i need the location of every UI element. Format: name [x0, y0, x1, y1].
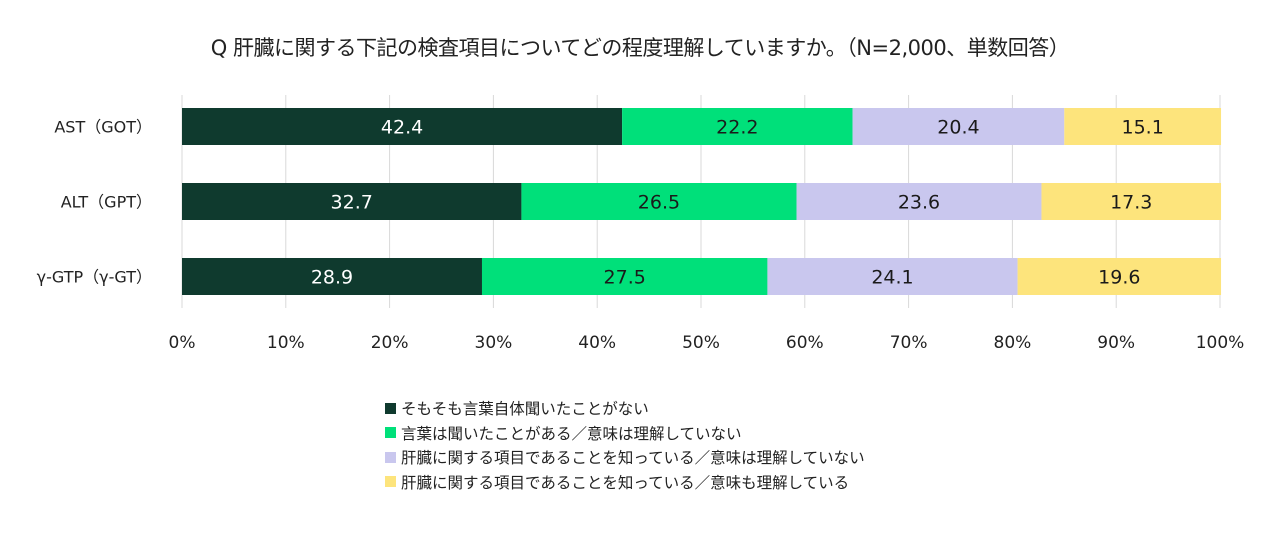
legend-swatch: [385, 427, 396, 439]
bar-segment: [1064, 108, 1222, 145]
bar-segment: [767, 258, 1018, 295]
data-label: 19.6: [1098, 267, 1140, 289]
bar-segment: [852, 108, 1065, 145]
legend-swatch: [385, 451, 396, 463]
data-label: 28.9: [311, 267, 353, 289]
legend-label: そもそも言葉自体聞いたことがない: [401, 400, 649, 419]
data-label: 15.1: [1122, 117, 1164, 139]
bar-segment: [1041, 183, 1222, 220]
x-tick-label: 60%: [786, 333, 824, 353]
x-tick-label: 90%: [1097, 333, 1135, 353]
bar-segment: [521, 183, 797, 220]
category-label: γ-GTP（γ-GT）: [37, 268, 152, 287]
x-tick-label: 0%: [169, 333, 196, 353]
data-label: 20.4: [937, 117, 979, 139]
bar-segment: [182, 258, 482, 295]
chart-title: Q 肝臓に関する下記の検査項目についてどの程度理解していますか。（N=2,000…: [210, 36, 1070, 60]
legend-label: 肝臓に関する項目であることを知っている／意味も理解している: [401, 473, 850, 492]
x-tick-label: 80%: [994, 333, 1032, 353]
stacked-bar-chart: 0% 10% 20% 30% 40% 50% 60% 70% 80% 90% 100% AST（GOT…: [37, 95, 1245, 353]
x-tick-label: 50%: [682, 333, 720, 353]
data-label: 32.7: [331, 192, 373, 214]
x-tick-label: 70%: [890, 333, 928, 353]
x-tick-label: 30%: [475, 333, 513, 353]
legend-item: そもそも言葉自体聞いたことがない: [385, 396, 865, 421]
legend-item: 肝臓に関する項目であることを知っている／意味は理解していない: [385, 445, 865, 470]
category-label: ALT（GPT）: [61, 193, 152, 212]
legend-swatch: [385, 476, 396, 488]
x-tick-label: 20%: [371, 333, 409, 353]
category-label: AST（GOT）: [54, 118, 152, 137]
bar-segment: [481, 258, 768, 295]
bar-segment: [796, 183, 1042, 220]
bar-segment: [1017, 258, 1222, 295]
bar-segment: [182, 108, 623, 145]
x-tick-label: 100%: [1196, 333, 1245, 353]
data-label: 42.4: [381, 117, 423, 139]
legend-item: 言葉は聞いたことがある／意味は理解していない: [385, 421, 865, 446]
legend: そもそも言葉自体聞いたことがない言葉は聞いたことがある／意味は理解していない肝臓…: [385, 396, 865, 494]
bar-segment: [182, 183, 522, 220]
data-label: 26.5: [638, 192, 680, 214]
data-label: 27.5: [604, 267, 646, 289]
legend-label: 言葉は聞いたことがある／意味は理解していない: [401, 424, 742, 443]
data-label: 24.1: [871, 267, 913, 289]
x-tick-label: 10%: [267, 333, 305, 353]
data-label: 22.2: [716, 117, 758, 139]
legend-label: 肝臓に関する項目であることを知っている／意味は理解していない: [401, 449, 865, 468]
bar-segment: [622, 108, 853, 145]
legend-item: 肝臓に関する項目であることを知っている／意味も理解している: [385, 470, 865, 495]
data-label: 23.6: [898, 192, 940, 214]
data-label: 17.3: [1110, 192, 1152, 214]
legend-swatch: [385, 402, 396, 414]
x-tick-label: 40%: [578, 333, 616, 353]
